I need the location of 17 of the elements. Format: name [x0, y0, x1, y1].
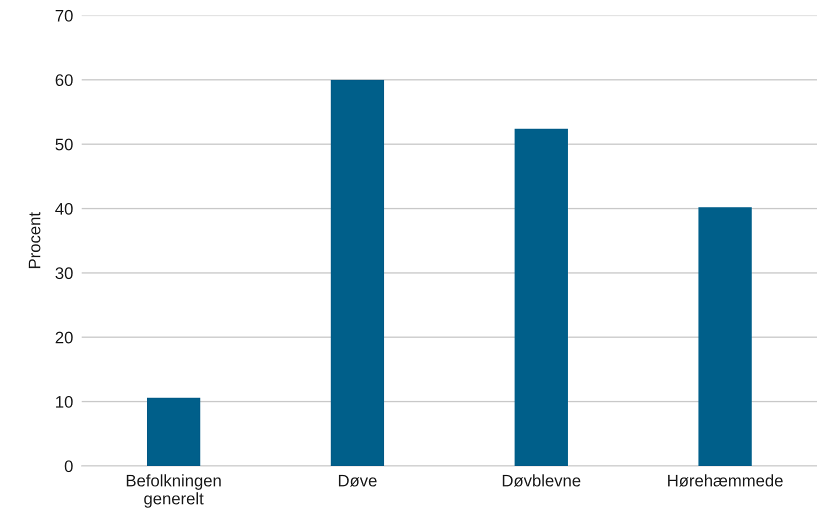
bar: [146, 398, 200, 466]
y-tick-label: 0: [64, 460, 73, 472]
x-tick-label: Befolkningen generelt: [126, 474, 221, 508]
y-axis-title: Procent: [28, 212, 40, 268]
y-tick-label: 20: [56, 332, 73, 344]
bar: [698, 207, 752, 466]
y-tick-label: 40: [55, 202, 73, 215]
bar: [330, 80, 384, 466]
x-tick-label: Døvblevne: [502, 474, 580, 487]
x-tick-label: Hørehæmmede: [668, 474, 783, 487]
x-tick-label: Døve: [338, 474, 377, 487]
y-tick-label: 70: [56, 10, 73, 22]
y-tick-label: 30: [55, 267, 73, 280]
bar: [514, 128, 568, 466]
y-tick-label: 10: [56, 396, 73, 408]
y-tick-label: 60: [56, 74, 73, 86]
y-tick-label: 50: [55, 138, 73, 150]
